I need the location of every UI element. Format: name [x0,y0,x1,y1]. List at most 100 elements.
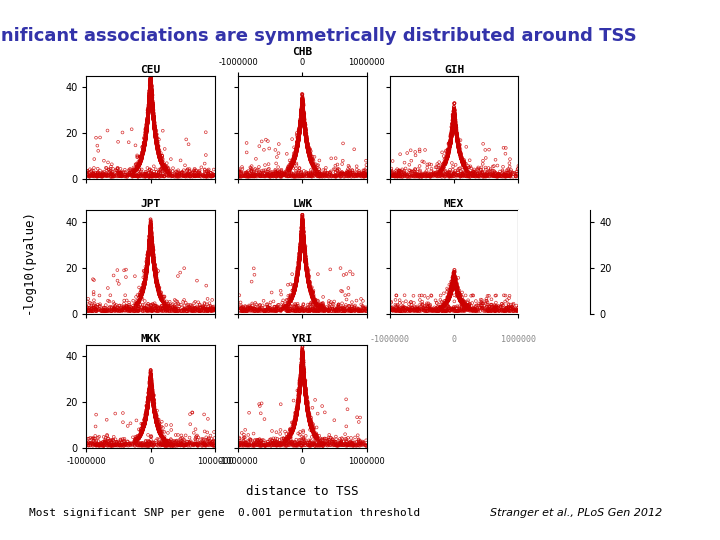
Point [449,275,460,284]
Point [140,277,151,286]
Point [448,112,459,121]
Point [293,396,305,404]
Point [141,127,153,136]
Point [294,253,306,261]
Point [86,434,98,442]
Point [299,118,310,126]
Point [138,172,149,181]
Point [296,364,307,373]
Point [295,113,307,122]
Point [149,120,161,129]
Point [150,136,162,145]
Point [294,125,306,134]
Point [299,248,310,256]
Point [291,146,302,154]
Point [152,145,163,154]
Point [449,275,461,284]
Point [143,393,155,401]
Point [444,292,455,300]
Point [143,249,154,258]
Point [142,117,153,125]
Point [298,238,310,247]
Point [296,362,307,371]
Point [297,366,309,374]
Point [151,414,163,422]
Point [140,136,151,145]
Point [298,366,310,374]
Point [354,307,366,315]
Point [295,376,307,384]
Point [431,168,442,177]
Point [150,307,161,315]
Point [446,285,458,293]
Point [144,382,156,390]
Point [145,379,157,387]
Point [293,390,305,399]
Point [392,172,403,181]
Point [449,112,460,121]
Point [492,303,504,312]
Point [150,413,161,422]
Point [132,305,144,313]
Point [300,388,311,397]
Point [295,243,307,252]
Point [298,117,310,125]
Point [135,427,147,435]
Point [296,101,307,110]
Point [297,99,308,108]
Point [287,160,298,168]
Point [134,291,145,299]
Point [292,404,303,413]
Point [153,304,164,313]
Point [297,348,308,356]
Point [459,302,470,311]
Point [158,436,170,444]
Point [147,101,158,110]
Point [147,248,158,256]
Point [148,391,160,400]
Point [294,126,306,134]
Point [285,428,297,436]
Point [307,295,319,304]
Point [154,151,166,159]
Point [442,152,454,160]
Point [292,407,303,416]
Point [291,279,302,287]
Point [302,399,313,408]
Point [176,431,187,440]
Point [292,268,304,277]
Point [146,389,158,397]
Point [302,141,313,150]
Point [297,95,308,104]
Point [145,226,156,234]
Point [295,368,307,376]
Point [141,261,153,269]
Point [142,261,153,269]
Point [448,273,459,281]
Point [299,246,310,255]
Point [144,89,156,98]
Point [287,294,298,302]
Point [86,307,98,315]
Point [147,105,158,113]
Point [297,218,308,227]
Point [145,226,156,235]
Point [322,436,333,444]
Point [143,109,154,117]
Point [469,167,480,176]
Point [306,424,318,433]
Point [297,356,308,364]
Point [341,438,353,447]
Point [147,392,158,401]
Point [109,440,120,449]
Point [148,112,159,121]
Point [297,104,309,113]
Point [302,270,314,279]
Point [300,249,311,258]
Point [298,118,310,126]
Point [297,220,308,229]
Point [148,114,159,123]
Point [446,126,458,134]
Point [457,159,469,168]
Point [449,282,461,291]
